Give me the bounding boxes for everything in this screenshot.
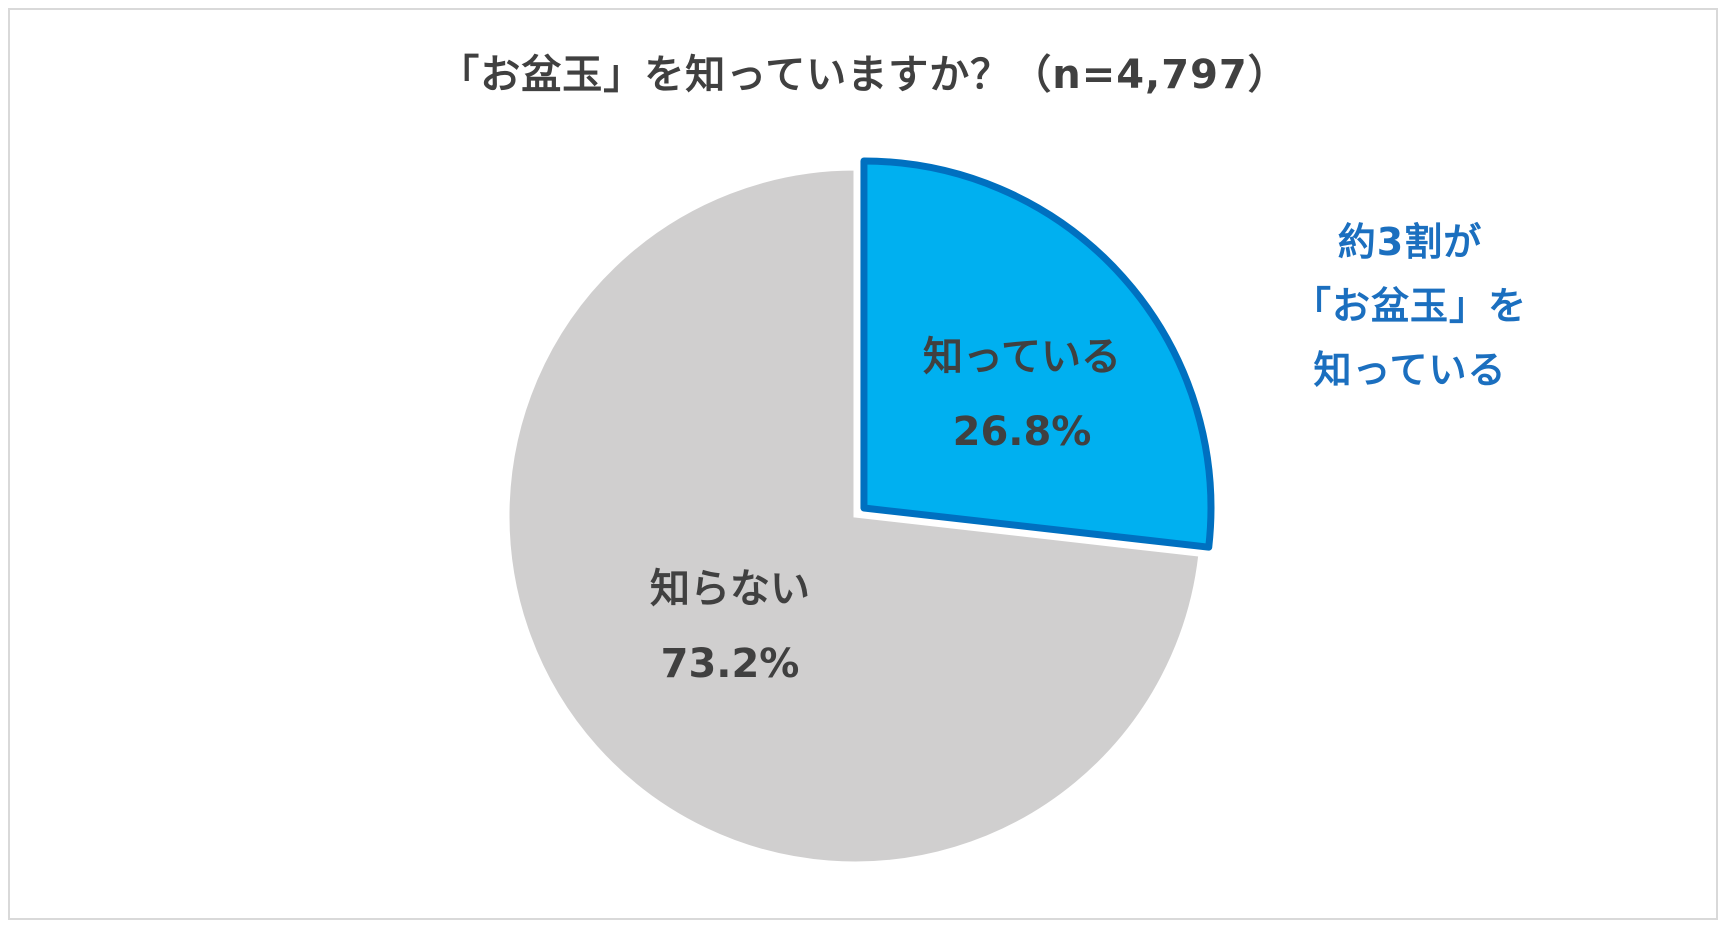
callout-line: 約3割が (1337, 220, 1483, 264)
chart-title: 「お盆玉」を知っていますか？（n=4,797） (439, 52, 1289, 98)
callout-line: 知っている (1313, 348, 1507, 392)
slice-label-known: 知っている (923, 334, 1121, 380)
callout-annotation: 約3割が 「お盆玉」を 知っている (1260, 210, 1560, 402)
pie-slice-unknown (506, 167, 1202, 865)
slice-value-known: 26.8% (953, 409, 1092, 455)
slice-value-unknown: 73.2% (661, 641, 800, 687)
callout-line: 「お盆玉」を (1292, 284, 1527, 328)
slice-label-unknown: 知らない (650, 566, 810, 612)
pie-slice-known (860, 157, 1215, 551)
